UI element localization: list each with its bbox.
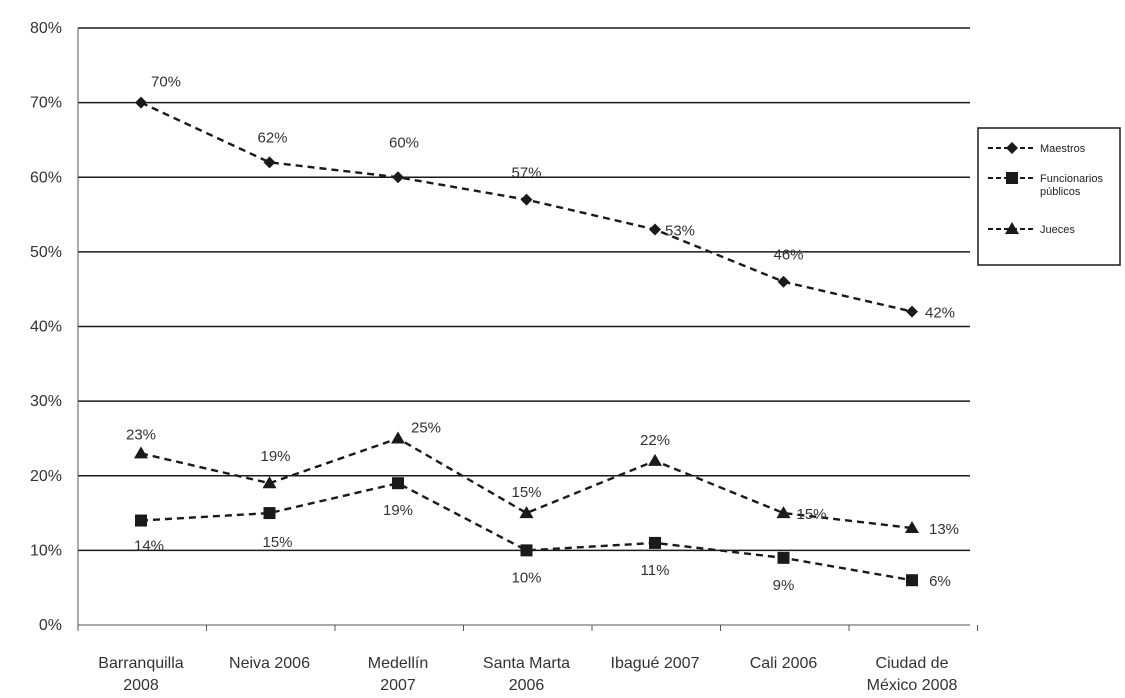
data-label: 14% <box>134 538 164 555</box>
data-label: 57% <box>511 165 541 182</box>
y-tick-label: 20% <box>30 468 62 485</box>
triangle-marker <box>905 520 919 533</box>
data-label: 23% <box>126 426 156 443</box>
diamond-marker <box>777 275 790 288</box>
x-tick-label: Ibagué 2007 <box>611 655 700 672</box>
diamond-marker <box>649 223 661 236</box>
data-label: 11% <box>641 562 670 579</box>
legend-label: Maestros <box>1040 143 1086 155</box>
square-marker <box>649 536 661 549</box>
diamond-marker <box>263 156 276 169</box>
diamond-marker <box>392 171 404 184</box>
diamond-marker <box>520 193 533 206</box>
diamond-marker <box>1006 142 1018 154</box>
data-label: 19% <box>383 502 413 519</box>
x-tick-label: Cali 2006 <box>750 655 818 672</box>
data-label: 15% <box>511 484 541 501</box>
triangle-marker <box>134 446 148 459</box>
data-label: 13% <box>929 521 959 538</box>
diamond-marker <box>906 305 918 318</box>
data-label: 15% <box>796 506 826 523</box>
x-tick-label: 2007 <box>380 677 416 694</box>
x-tick-label: 2008 <box>123 677 159 694</box>
legend-label: Jueces <box>1040 224 1075 236</box>
square-marker <box>263 507 276 520</box>
data-label: 60% <box>389 134 419 151</box>
triangle-marker <box>1005 222 1019 234</box>
y-tick-label: 0% <box>39 617 62 634</box>
y-tick-label: 40% <box>30 319 62 336</box>
data-label: 42% <box>925 305 955 322</box>
square-marker <box>906 574 918 587</box>
x-tick-label: Neiva 2006 <box>229 655 310 672</box>
data-label: 22% <box>640 432 670 449</box>
data-label: 9% <box>773 577 795 594</box>
legend-box <box>977 127 1121 266</box>
data-label: 46% <box>773 247 803 264</box>
x-tick-label: Santa Marta <box>483 655 570 672</box>
triangle-marker <box>776 506 791 519</box>
data-label: 53% <box>665 222 695 239</box>
x-tick-label: México 2008 <box>867 677 958 694</box>
square-marker <box>392 477 404 490</box>
diamond-marker <box>135 96 147 109</box>
legend-label: públicos <box>1040 186 1081 198</box>
x-tick-label: Medellín <box>368 655 428 672</box>
y-tick-label: 70% <box>30 95 62 112</box>
triangle-marker <box>391 431 405 444</box>
legend-label: Funcionarios <box>1040 173 1103 185</box>
y-tick-label: 10% <box>30 542 62 559</box>
y-tick-label: 80% <box>30 20 62 37</box>
square-marker <box>777 551 790 564</box>
data-label: 19% <box>260 448 290 465</box>
triangle-marker <box>262 476 277 489</box>
square-marker <box>135 514 147 527</box>
triangle-marker <box>648 453 662 466</box>
y-tick-label: 30% <box>30 393 62 410</box>
square-marker <box>1006 172 1018 184</box>
square-marker <box>520 544 533 557</box>
data-label: 6% <box>929 573 951 590</box>
y-tick-label: 50% <box>30 244 62 261</box>
data-label: 25% <box>411 419 441 436</box>
x-tick-label: Barranquilla <box>98 655 183 672</box>
data-label: 10% <box>511 569 541 586</box>
x-tick-label: Ciudad de <box>876 655 949 672</box>
triangle-marker <box>519 506 534 519</box>
data-label: 15% <box>262 534 292 551</box>
y-tick-label: 60% <box>30 169 62 186</box>
data-label: 62% <box>257 129 287 146</box>
x-tick-label: 2006 <box>509 677 545 694</box>
data-label: 70% <box>151 74 181 91</box>
